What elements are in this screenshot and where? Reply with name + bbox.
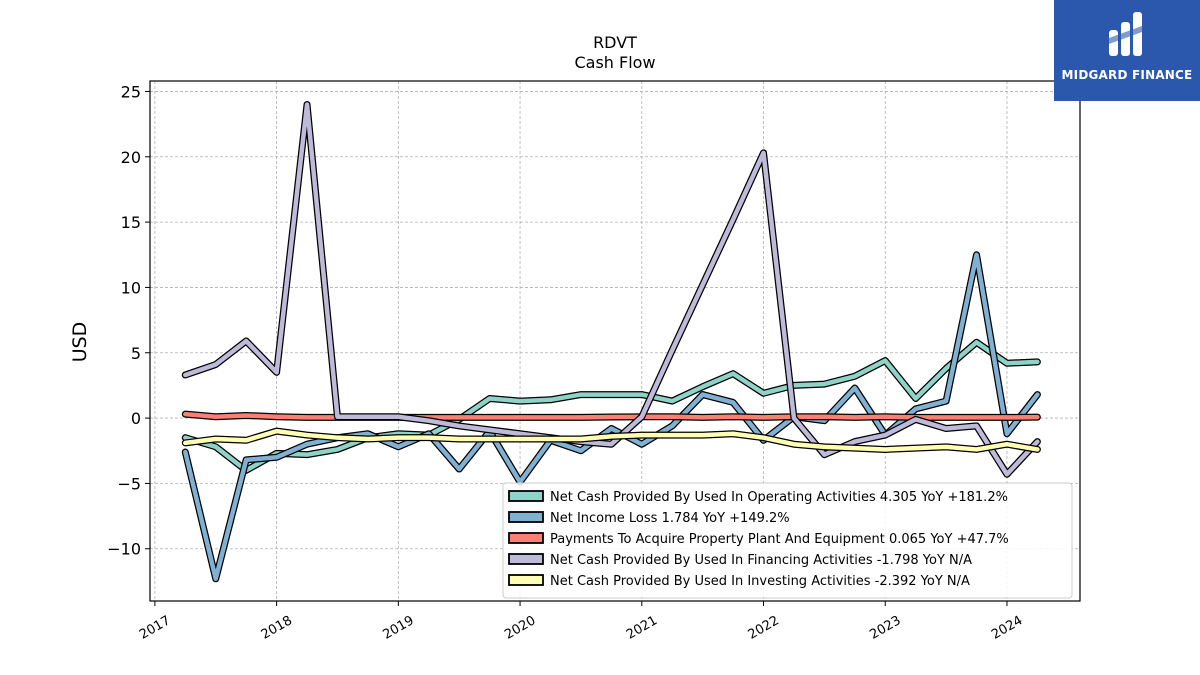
series-1 xyxy=(181,338,1041,474)
y-tick-label: 15 xyxy=(121,213,141,232)
logo-text: MIDGARD FINANCE xyxy=(1061,68,1193,82)
legend-item: Net Income Loss 1.784 YoY +149.2% xyxy=(508,511,790,526)
chart-title: RDVT xyxy=(593,33,637,52)
legend: Net Cash Provided By Used In Operating A… xyxy=(502,482,1073,599)
x-tick-label: 2019 xyxy=(380,613,416,643)
x-tick-label: 2018 xyxy=(259,613,295,643)
legend-label: Payments To Acquire Property Plant And E… xyxy=(550,532,1009,547)
logo-mark-icon xyxy=(1109,12,1142,56)
legend-swatch xyxy=(508,490,544,502)
chart-subtitle: Cash Flow xyxy=(574,53,655,72)
grid-lines xyxy=(150,81,1080,601)
y-tick-label: 0 xyxy=(131,409,141,428)
plot-frame xyxy=(149,80,1081,602)
legend-swatch xyxy=(508,511,544,523)
axes: 2017 2018 2019 2020 2021 2022 2023 2024 −10 −5 0 5 1… xyxy=(107,80,1081,643)
series-3 xyxy=(181,410,1041,421)
midgard-finance-logo: MIDGARD FINANCE xyxy=(1054,0,1200,101)
legend-label: Net Cash Provided By Used In Financing A… xyxy=(550,553,972,568)
series-line xyxy=(183,428,1040,452)
legend-label: Net Cash Provided By Used In Investing A… xyxy=(550,574,970,589)
series-5 xyxy=(181,427,1041,453)
x-tick-label: 2020 xyxy=(502,613,538,643)
y-tick-label: 25 xyxy=(121,82,141,101)
legend-swatch xyxy=(508,574,544,586)
y-tick-label: −10 xyxy=(107,540,141,559)
series-line xyxy=(183,102,1040,477)
series-line xyxy=(183,411,1040,420)
legend-box xyxy=(502,482,1073,599)
x-tick-label: 2023 xyxy=(867,613,903,643)
x-tick-label: 2017 xyxy=(137,613,173,643)
y-tick-label: 20 xyxy=(121,148,141,167)
legend-item: Payments To Acquire Property Plant And E… xyxy=(508,532,1009,547)
y-axis-label: USD xyxy=(69,322,91,363)
x-tick-label: 2024 xyxy=(989,613,1025,643)
y-tick-label: −5 xyxy=(117,474,141,493)
legend-label: Net Cash Provided By Used In Operating A… xyxy=(550,490,1008,505)
legend-item: Net Cash Provided By Used In Operating A… xyxy=(508,490,1008,505)
legend-label: Net Income Loss 1.784 YoY +149.2% xyxy=(550,511,790,526)
series-4 xyxy=(181,101,1041,478)
legend-swatch xyxy=(508,553,544,565)
series-lines xyxy=(181,101,1041,583)
y-tick-label: 10 xyxy=(121,278,141,297)
legend-item: Net Cash Provided By Used In Investing A… xyxy=(508,574,970,589)
y-tick-label: 5 xyxy=(131,344,141,363)
x-tick-label: 2021 xyxy=(624,613,660,643)
legend-item: Net Cash Provided By Used In Financing A… xyxy=(508,553,972,568)
x-tick-label: 2022 xyxy=(746,613,782,643)
legend-swatch xyxy=(508,532,544,544)
series-line xyxy=(183,340,1040,473)
